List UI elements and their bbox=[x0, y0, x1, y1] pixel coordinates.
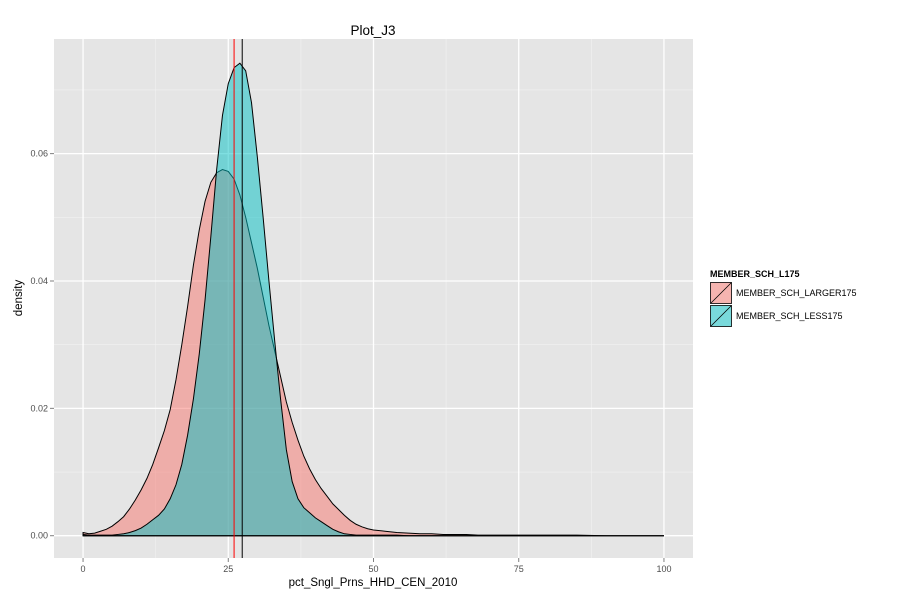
x-tick-label: 100 bbox=[656, 564, 671, 574]
x-tick-label: 50 bbox=[368, 564, 378, 574]
x-tick-label: 0 bbox=[81, 564, 86, 574]
y-tick-label: 0.02 bbox=[30, 403, 48, 413]
x-tick-label: 75 bbox=[514, 564, 524, 574]
legend-key-slash-member-sch-larger175 bbox=[710, 282, 732, 304]
mean-lines bbox=[233, 39, 243, 558]
legend-label-member-sch-less175: MEMBER_SCH_LESS175 bbox=[736, 311, 843, 321]
y-axis-ticks: 0.00 0.02 0.04 0.06 bbox=[30, 149, 54, 541]
y-axis-title: density bbox=[13, 280, 25, 317]
legend: MEMBER_SCH_L175 MEMBER_SCH_LARGER175 MEMB… bbox=[710, 269, 857, 327]
legend-label-member-sch-larger175: MEMBER_SCH_LARGER175 bbox=[736, 288, 857, 298]
y-tick-label: 0.04 bbox=[30, 276, 48, 286]
x-axis-title: pct_Sngl_Prns_HHD_CEN_2010 bbox=[289, 577, 458, 589]
x-tick-label: 25 bbox=[223, 564, 233, 574]
legend-key-slash-member-sch-less175 bbox=[710, 305, 732, 327]
y-tick-label: 0.00 bbox=[30, 531, 48, 541]
chart-title: Plot_J3 bbox=[350, 23, 395, 38]
legend-title: MEMBER_SCH_L175 bbox=[710, 269, 800, 279]
y-tick-label: 0.06 bbox=[30, 149, 48, 159]
x-axis-ticks: 0 25 50 75 100 bbox=[81, 558, 671, 574]
